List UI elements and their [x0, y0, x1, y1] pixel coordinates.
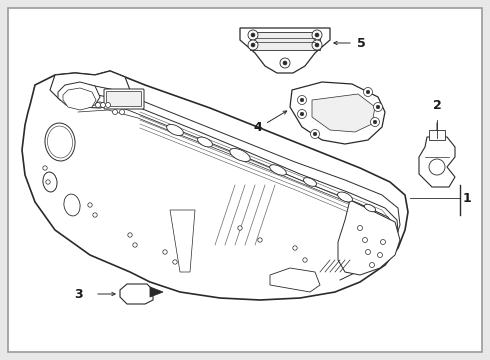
Circle shape: [358, 225, 363, 230]
Circle shape: [300, 112, 304, 116]
Circle shape: [315, 33, 319, 37]
Circle shape: [377, 252, 383, 257]
Ellipse shape: [167, 125, 183, 136]
Ellipse shape: [64, 194, 80, 216]
Text: 5: 5: [357, 36, 366, 50]
Circle shape: [311, 130, 319, 139]
Circle shape: [133, 243, 137, 247]
Text: 4: 4: [253, 121, 262, 134]
Bar: [429, 130, 445, 140]
Polygon shape: [50, 71, 130, 108]
Circle shape: [113, 109, 118, 114]
Circle shape: [238, 226, 242, 230]
Polygon shape: [170, 210, 195, 272]
FancyBboxPatch shape: [104, 89, 144, 109]
Polygon shape: [22, 71, 408, 300]
Circle shape: [251, 33, 255, 37]
Circle shape: [173, 260, 177, 264]
Polygon shape: [240, 28, 330, 73]
Circle shape: [363, 238, 368, 243]
Circle shape: [128, 233, 132, 237]
Circle shape: [100, 103, 105, 108]
Text: 1: 1: [463, 192, 472, 204]
Ellipse shape: [45, 123, 75, 161]
Circle shape: [93, 213, 97, 217]
Circle shape: [366, 249, 370, 255]
FancyBboxPatch shape: [106, 91, 142, 107]
Ellipse shape: [197, 137, 213, 147]
Circle shape: [120, 109, 124, 114]
Circle shape: [163, 250, 167, 254]
Circle shape: [293, 246, 297, 250]
Circle shape: [369, 262, 374, 267]
Circle shape: [315, 43, 319, 47]
Circle shape: [381, 239, 386, 244]
Bar: [250, 32, 320, 50]
Circle shape: [248, 30, 258, 40]
Circle shape: [303, 258, 307, 262]
Circle shape: [312, 40, 322, 50]
Circle shape: [46, 180, 50, 184]
Circle shape: [297, 109, 307, 118]
Polygon shape: [120, 284, 153, 304]
Polygon shape: [58, 82, 100, 108]
Polygon shape: [312, 94, 375, 132]
Polygon shape: [63, 88, 96, 110]
Ellipse shape: [43, 172, 57, 192]
Circle shape: [248, 40, 258, 50]
Ellipse shape: [270, 165, 286, 175]
Circle shape: [88, 203, 92, 207]
Circle shape: [373, 103, 383, 112]
Circle shape: [364, 87, 372, 96]
Circle shape: [96, 103, 100, 108]
Circle shape: [313, 132, 317, 136]
Polygon shape: [150, 287, 163, 297]
Text: 3: 3: [74, 288, 83, 301]
Polygon shape: [338, 200, 400, 275]
Circle shape: [43, 166, 47, 170]
Ellipse shape: [230, 149, 250, 162]
Ellipse shape: [48, 126, 73, 158]
Polygon shape: [290, 82, 385, 144]
Ellipse shape: [365, 204, 375, 212]
Circle shape: [283, 61, 287, 65]
Circle shape: [373, 120, 377, 124]
Circle shape: [429, 159, 445, 175]
Ellipse shape: [303, 178, 317, 186]
Polygon shape: [419, 137, 455, 187]
Circle shape: [105, 103, 111, 108]
Polygon shape: [270, 268, 320, 292]
Circle shape: [297, 95, 307, 104]
Circle shape: [280, 58, 290, 68]
Ellipse shape: [338, 192, 352, 202]
Circle shape: [376, 105, 380, 109]
Circle shape: [366, 90, 370, 94]
Circle shape: [251, 43, 255, 47]
Circle shape: [370, 117, 379, 126]
Text: 2: 2: [433, 99, 441, 112]
Circle shape: [258, 238, 262, 242]
Circle shape: [300, 98, 304, 102]
Circle shape: [312, 30, 322, 40]
